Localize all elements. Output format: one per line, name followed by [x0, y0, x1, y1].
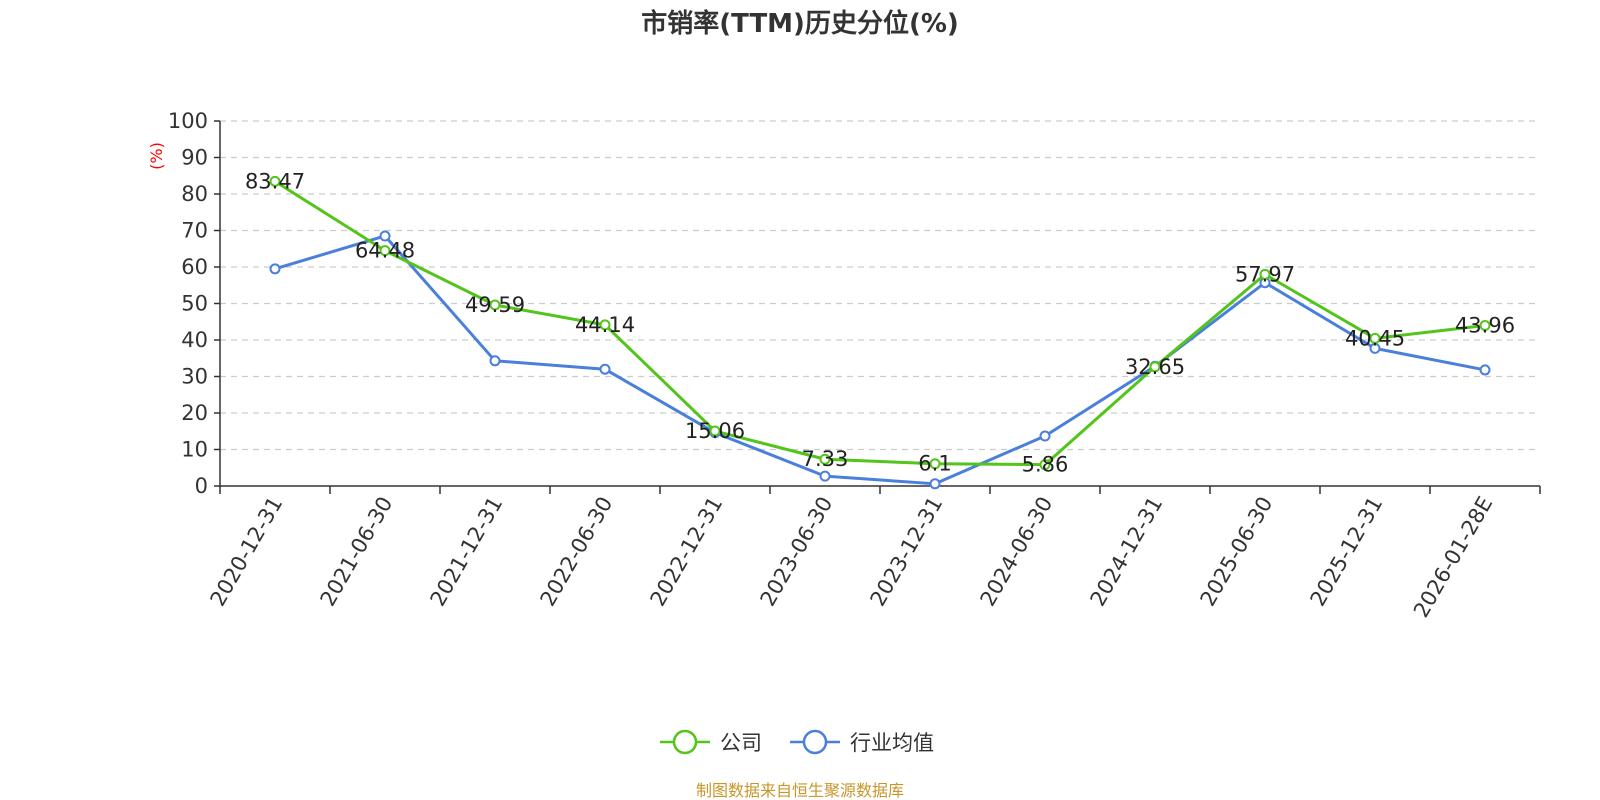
axes — [214, 120, 1541, 494]
source-note: 制图数据来自恒生聚源数据库 — [696, 781, 904, 800]
y-tick-label: 90 — [181, 146, 208, 170]
series-line-0 — [274, 180, 1486, 467]
data-point[interactable] — [1369, 342, 1381, 354]
data-point[interactable] — [1039, 459, 1051, 471]
data-label: 6.1 — [918, 452, 951, 476]
data-label: 15.06 — [685, 419, 745, 443]
x-tick-label: 2024-12-31 — [1086, 493, 1168, 611]
y-tick-label: 0 — [195, 474, 208, 498]
y-axis-label: (%) — [147, 142, 166, 170]
legend-marker — [672, 729, 698, 755]
data-point[interactable] — [929, 458, 941, 470]
data-point[interactable] — [379, 230, 391, 242]
data-point[interactable] — [1149, 361, 1161, 373]
data-point[interactable] — [489, 355, 501, 367]
legend-marker — [802, 729, 828, 755]
legend-label: 行业均值 — [850, 731, 934, 755]
y-tick-label: 70 — [181, 219, 208, 243]
data-point[interactable] — [1479, 320, 1491, 332]
data-label: 7.33 — [802, 447, 849, 471]
x-tick-label: 2025-12-31 — [1306, 493, 1388, 611]
x-tick-label: 2022-12-31 — [646, 493, 728, 611]
data-point[interactable] — [1479, 364, 1491, 376]
series-layer — [269, 175, 1491, 490]
data-point[interactable] — [599, 363, 611, 375]
data-label: 49.59 — [465, 293, 525, 317]
y-tick-label: 30 — [181, 365, 208, 389]
y-tick-label: 80 — [181, 182, 208, 206]
legend-label: 公司 — [720, 731, 762, 755]
data-point[interactable] — [819, 453, 831, 465]
legend-item-1[interactable]: 行业均值 — [790, 729, 934, 755]
y-tick-label: 100 — [168, 109, 208, 133]
data-label: 40.45 — [1345, 326, 1405, 350]
data-label: 32.65 — [1125, 355, 1185, 379]
y-tick-label: 10 — [181, 438, 208, 462]
x-tick-label: 2021-06-30 — [316, 493, 398, 611]
data-point[interactable] — [929, 478, 941, 490]
data-point[interactable] — [489, 299, 501, 311]
data-point[interactable] — [1259, 268, 1271, 280]
series-line-1 — [274, 234, 1486, 486]
y-tick-labels: 0 10 20 30 40 50 60 70 80 90 100 — [168, 109, 208, 498]
grid-lines — [220, 120, 1540, 451]
x-tick-label: 2023-06-30 — [756, 493, 838, 611]
legend-item-0[interactable]: 公司 — [660, 729, 762, 755]
data-point[interactable] — [379, 245, 391, 257]
data-point[interactable] — [1039, 430, 1051, 442]
x-tick-label: 2020-12-31 — [206, 493, 288, 611]
data-label: 57.97 — [1235, 262, 1295, 286]
y-tick-label: 20 — [181, 401, 208, 425]
x-tick-label: 2023-12-31 — [866, 493, 948, 611]
data-point[interactable] — [269, 263, 281, 275]
data-label: 5.86 — [1022, 453, 1069, 477]
data-point[interactable] — [1369, 332, 1381, 344]
data-point[interactable] — [269, 175, 281, 187]
data-point[interactable] — [709, 425, 721, 437]
x-tick-labels: 2020-12-31 2021-06-30 2021-12-31 2022-06-30… — [206, 493, 1498, 622]
data-labels: 83.47 64.48 49.59 44.14 15.06 7.33 6.1 5.86 32.6… — [245, 169, 1515, 476]
data-point[interactable] — [819, 470, 831, 482]
x-tick-label: 2021-12-31 — [426, 493, 508, 611]
x-tick-label: 2024-06-30 — [976, 493, 1058, 611]
x-tick-label: 2026-01-28E — [1409, 493, 1497, 622]
data-label: 43.96 — [1455, 314, 1515, 338]
y-tick-label: 40 — [181, 328, 208, 352]
data-label: 64.48 — [355, 239, 415, 263]
y-tick-label: 60 — [181, 255, 208, 279]
x-tick-label: 2025-06-30 — [1196, 493, 1278, 611]
data-label: 44.14 — [575, 313, 635, 337]
legend[interactable]: 公司 行业均值 — [660, 729, 934, 755]
chart-title: 市销率(TTM)历史分位(%) — [641, 8, 959, 39]
data-label: 83.47 — [245, 169, 305, 193]
x-tick-label: 2022-06-30 — [536, 493, 618, 611]
y-tick-label: 50 — [181, 292, 208, 316]
data-point[interactable] — [599, 319, 611, 331]
